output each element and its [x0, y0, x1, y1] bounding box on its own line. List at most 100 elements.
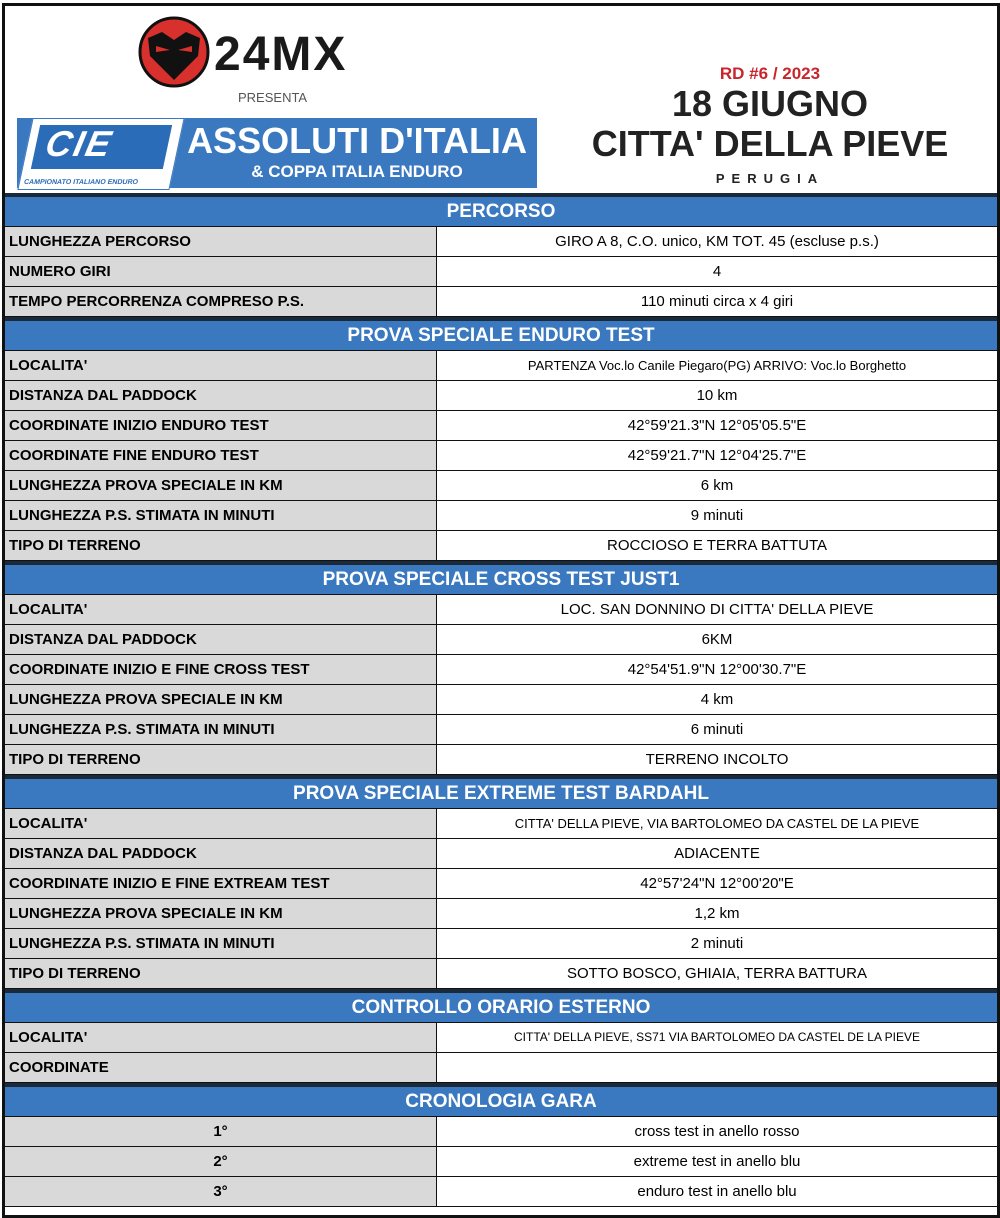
row-label: COORDINATE INIZIO ENDURO TEST: [5, 411, 437, 440]
presenta-label: PRESENTA: [238, 90, 308, 105]
table-row: LOCALITA' CITTA' DELLA PIEVE, SS71 VIA BA…: [5, 1023, 997, 1053]
row-value: 42°57'24"N 12°00'20"E: [640, 875, 794, 892]
table-row: COORDINATE: [5, 1053, 997, 1083]
row-value: 6 km: [700, 477, 734, 494]
row-label: LOCALITA': [5, 595, 437, 624]
table-row: LUNGHEZZA P.S. STIMATA IN MINUTI 6 minuti: [5, 715, 997, 745]
row-label: COORDINATE: [5, 1053, 437, 1082]
row-value: 42°54'51.9"N 12°00'30.7"E: [627, 661, 807, 678]
section: PROVA SPECIALE CROSS TEST JUST1 LOCALITA'…: [5, 561, 997, 775]
row-value: 42°59'21.3"N 12°05'05.5"E: [627, 417, 807, 434]
table-row: 3° enduro test in anello blu: [5, 1177, 997, 1207]
info-table: PERCORSO LUNGHEZZA PERCORSO GIRO A 8, C.O.…: [5, 193, 997, 1207]
row-label: DISTANZA DAL PADDOCK: [5, 381, 437, 410]
svg-text:24MX: 24MX: [214, 28, 347, 81]
row-value: 1,2 km: [694, 905, 740, 922]
section: CONTROLLO ORARIO ESTERNO LOCALITA' CITTA' …: [5, 989, 997, 1083]
row-value: SOTTO BOSCO, GHIAIA, TERRA BATTURA: [566, 965, 868, 982]
table-row: NUMERO GIRI 4: [5, 257, 997, 287]
row-label: LUNGHEZZA PERCORSO: [5, 227, 437, 256]
row-value: enduro test in anello blu: [637, 1183, 797, 1200]
table-row: DISTANZA DAL PADDOCK 10 km: [5, 381, 997, 411]
row-label: DISTANZA DAL PADDOCK: [5, 839, 437, 868]
section-header: PROVA SPECIALE EXTREME TEST BARDAHL: [5, 775, 997, 809]
table-row: COORDINATE INIZIO E FINE CROSS TEST 42°54…: [5, 655, 997, 685]
table-row: LOCALITA' LOC. SAN DONNINO DI CITTA' DELL…: [5, 595, 997, 625]
row-label: COORDINATE INIZIO E FINE CROSS TEST: [5, 655, 437, 684]
row-value: ADIACENTE: [674, 845, 760, 862]
row-label: LUNGHEZZA P.S. STIMATA IN MINUTI: [5, 501, 437, 530]
row-value: PARTENZA Voc.lo Canile Piegaro(PG) ARRIV…: [527, 358, 907, 373]
row-label: DISTANZA DAL PADDOCK: [5, 625, 437, 654]
table-row: LUNGHEZZA PROVA SPECIALE IN KM 4 km: [5, 685, 997, 715]
section: PERCORSO LUNGHEZZA PERCORSO GIRO A 8, C.O.…: [5, 193, 997, 317]
row-value: cross test in anello rosso: [634, 1123, 800, 1140]
table-row: DISTANZA DAL PADDOCK ADIACENTE: [5, 839, 997, 869]
row-label: LUNGHEZZA PROVA SPECIALE IN KM: [5, 899, 437, 928]
section: PROVA SPECIALE EXTREME TEST BARDAHL LOCAL…: [5, 775, 997, 989]
table-row: TEMPO PERCORRENZA COMPRESO P.S. 110 minut…: [5, 287, 997, 317]
row-value: 10 km: [696, 387, 738, 404]
row-value: 6 minuti: [690, 721, 744, 738]
table-row: TIPO DI TERRENO SOTTO BOSCO, GHIAIA, TERR…: [5, 959, 997, 989]
row-label: LOCALITA': [5, 351, 437, 380]
table-row: 1° cross test in anello rosso: [5, 1117, 997, 1147]
row-value: 42°59'21.7"N 12°04'25.7"E: [627, 447, 807, 464]
table-row: 2° extreme test in anello blu: [5, 1147, 997, 1177]
banner-title: ASSOLUTI D'ITALIA: [187, 120, 527, 161]
row-value: 4 km: [700, 691, 734, 708]
table-row: COORDINATE INIZIO E FINE EXTREAM TEST 42°…: [5, 869, 997, 899]
section: CRONOLOGIA GARA 1° cross test in anello ro…: [5, 1083, 997, 1207]
banner-subtitle: & COPPA ITALIA ENDURO: [251, 162, 463, 181]
row-value: 6KM: [701, 631, 733, 648]
table-row: TIPO DI TERRENO TERRENO INCOLTO: [5, 745, 997, 775]
row-value: [437, 1053, 997, 1082]
event-city: CITTA' DELLA PIEVE: [591, 123, 949, 164]
row-label: TEMPO PERCORRENZA COMPRESO P.S.: [5, 287, 437, 316]
row-label: LOCALITA': [5, 1023, 437, 1052]
row-label: COORDINATE INIZIO E FINE EXTREAM TEST: [5, 869, 437, 898]
table-row: LUNGHEZZA PROVA SPECIALE IN KM 1,2 km: [5, 899, 997, 929]
row-value: 110 minuti circa x 4 giri: [640, 293, 794, 310]
table-row: TIPO DI TERRENO ROCCIOSO E TERRA BATTUTA: [5, 531, 997, 561]
row-value: 4: [712, 263, 722, 280]
race-info-sheet: 24MX PRESENTA CIE CAMPIONATO ITALIANO EN…: [2, 3, 1000, 1218]
table-row: LUNGHEZZA PROVA SPECIALE IN KM 6 km: [5, 471, 997, 501]
event-province: PERUGIA: [715, 171, 825, 186]
row-label: LOCALITA': [5, 809, 437, 838]
row-label: TIPO DI TERRENO: [5, 531, 437, 560]
row-value: CITTA' DELLA PIEVE, SS71 VIA BARTOLOMEO …: [513, 1030, 920, 1044]
table-row: LOCALITA' CITTA' DELLA PIEVE, VIA BARTOLO…: [5, 809, 997, 839]
row-value: GIRO A 8, C.O. unico, KM TOT. 45 (esclus…: [555, 233, 879, 250]
cie-logo: CIE CAMPIONATO ITALIANO ENDURO: [17, 118, 185, 190]
section: PROVA SPECIALE ENDURO TEST LOCALITA' PARTE…: [5, 317, 997, 561]
row-label: TIPO DI TERRENO: [5, 959, 437, 988]
row-value: 9 minuti: [690, 507, 744, 524]
row-label: NUMERO GIRI: [5, 257, 437, 286]
table-row: LUNGHEZZA P.S. STIMATA IN MINUTI 2 minuti: [5, 929, 997, 959]
row-label: 3°: [5, 1177, 437, 1206]
section-header: CONTROLLO ORARIO ESTERNO: [5, 989, 997, 1023]
table-row: COORDINATE INIZIO ENDURO TEST 42°59'21.3"…: [5, 411, 997, 441]
championship-banner: CIE CAMPIONATO ITALIANO ENDURO ASSOLUTI …: [17, 118, 537, 190]
section-header: CRONOLOGIA GARA: [5, 1083, 997, 1117]
header: 24MX PRESENTA CIE CAMPIONATO ITALIANO EN…: [5, 6, 997, 193]
section-header: PROVA SPECIALE CROSS TEST JUST1: [5, 561, 997, 595]
row-label: LUNGHEZZA P.S. STIMATA IN MINUTI: [5, 715, 437, 744]
table-row: COORDINATE FINE ENDURO TEST 42°59'21.7"N …: [5, 441, 997, 471]
table-row: DISTANZA DAL PADDOCK 6KM: [5, 625, 997, 655]
row-value: 2 minuti: [690, 935, 744, 952]
row-label: 1°: [5, 1117, 437, 1146]
row-value: extreme test in anello blu: [633, 1153, 801, 1170]
section-header: PERCORSO: [5, 193, 997, 227]
table-row: LOCALITA' PARTENZA Voc.lo Canile Piegaro(…: [5, 351, 997, 381]
row-label: TIPO DI TERRENO: [5, 745, 437, 774]
row-label: LUNGHEZZA PROVA SPECIALE IN KM: [5, 685, 437, 714]
row-label: COORDINATE FINE ENDURO TEST: [5, 441, 437, 470]
table-row: LUNGHEZZA P.S. STIMATA IN MINUTI 9 minuti: [5, 501, 997, 531]
event-date: 18 GIUGNO: [671, 83, 869, 124]
row-label: LUNGHEZZA P.S. STIMATA IN MINUTI: [5, 929, 437, 958]
row-label: 2°: [5, 1147, 437, 1176]
round-label: RD #6 / 2023: [719, 64, 821, 83]
section-header: PROVA SPECIALE ENDURO TEST: [5, 317, 997, 351]
